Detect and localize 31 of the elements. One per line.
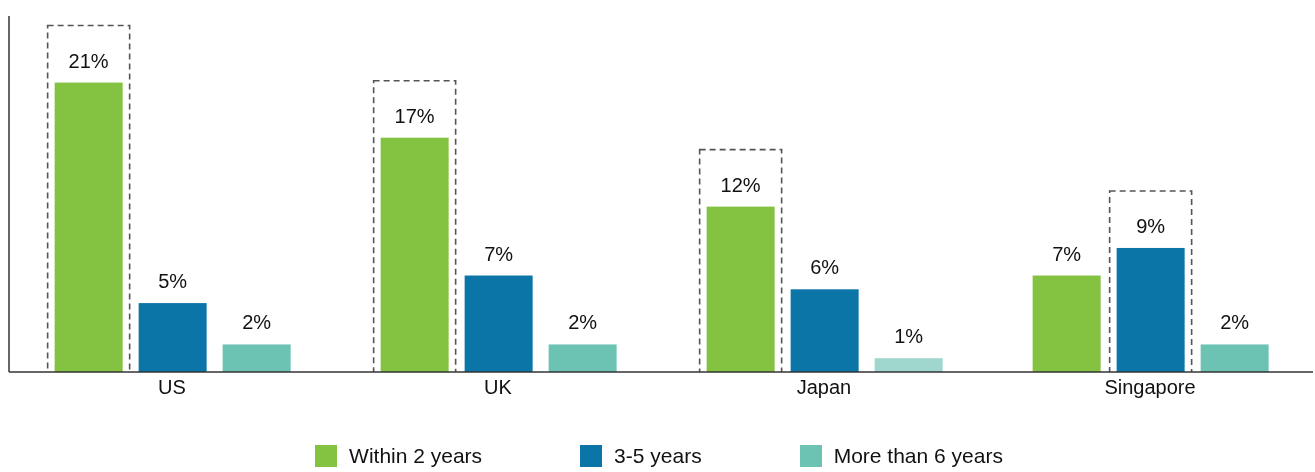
data-label: 6% bbox=[810, 256, 840, 279]
bar bbox=[548, 344, 617, 372]
data-label: 5% bbox=[158, 270, 188, 293]
data-label: 2% bbox=[242, 311, 272, 334]
bar bbox=[380, 137, 449, 372]
data-label: 12% bbox=[720, 173, 761, 196]
bar bbox=[54, 82, 123, 372]
data-label: 17% bbox=[394, 104, 435, 127]
bar bbox=[790, 289, 859, 372]
x-tick-label: Singapore bbox=[1104, 376, 1196, 399]
legend-label: Within 2 years bbox=[349, 444, 483, 468]
x-tick-label: Japan bbox=[796, 376, 852, 399]
legend-label: More than 6 years bbox=[833, 444, 1003, 468]
bar bbox=[464, 275, 533, 372]
data-label: 9% bbox=[1136, 214, 1166, 237]
data-label: 21% bbox=[68, 49, 109, 72]
x-tick-label: UK bbox=[484, 376, 513, 399]
bar bbox=[706, 206, 775, 372]
data-label: 2% bbox=[568, 311, 598, 334]
bar bbox=[138, 303, 207, 372]
bar bbox=[222, 344, 291, 372]
data-label: 7% bbox=[484, 242, 514, 265]
bar bbox=[1032, 275, 1101, 372]
data-label: 1% bbox=[894, 325, 924, 348]
x-tick-label: US bbox=[158, 376, 186, 399]
data-label: 7% bbox=[1052, 242, 1082, 265]
bar bbox=[1200, 344, 1269, 372]
data-label: 2% bbox=[1220, 311, 1250, 334]
bar bbox=[874, 358, 943, 372]
legend-label: 3-5 years bbox=[614, 444, 702, 468]
bar bbox=[1116, 247, 1185, 372]
